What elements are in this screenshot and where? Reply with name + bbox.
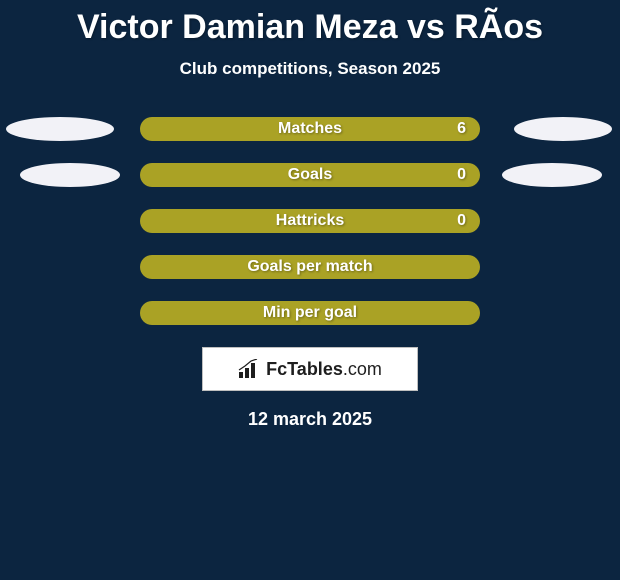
stat-value-right: 0 — [457, 166, 466, 184]
stat-bar: Matches 6 — [140, 117, 480, 141]
stat-label: Min per goal — [263, 304, 357, 322]
stat-value-right: 0 — [457, 212, 466, 230]
comparison-page: Victor Damian Meza vs RÃ­os Club competi… — [0, 0, 620, 580]
right-marker-ellipse — [514, 117, 612, 141]
page-subtitle: Club competitions, Season 2025 — [0, 59, 620, 79]
comparison-date: 12 march 2025 — [0, 409, 620, 430]
stat-row: Matches 6 — [0, 117, 620, 141]
right-marker-ellipse — [502, 163, 602, 187]
stat-row: Hattricks 0 — [0, 209, 620, 233]
left-marker-ellipse — [6, 117, 114, 141]
stat-rows: Matches 6 Goals 0 Hattricks 0 Goals per … — [0, 117, 620, 325]
stat-label: Goals — [288, 166, 332, 184]
stat-bar: Goals 0 — [140, 163, 480, 187]
stat-label: Goals per match — [247, 258, 372, 276]
logo-name: FcTables — [266, 359, 343, 379]
stat-row: Goals 0 — [0, 163, 620, 187]
stat-bar: Min per goal — [140, 301, 480, 325]
logo-suffix: .com — [343, 359, 382, 379]
left-marker-ellipse — [20, 163, 120, 187]
stat-label: Hattricks — [276, 212, 344, 230]
stat-bar: Hattricks 0 — [140, 209, 480, 233]
bar-chart-icon — [238, 359, 260, 379]
fctables-logo[interactable]: FcTables.com — [202, 347, 418, 391]
page-title: Victor Damian Meza vs RÃ­os — [0, 0, 620, 47]
stat-row: Goals per match — [0, 255, 620, 279]
logo-text: FcTables.com — [266, 359, 382, 380]
stat-value-right: 6 — [457, 120, 466, 138]
stat-bar: Goals per match — [140, 255, 480, 279]
stat-row: Min per goal — [0, 301, 620, 325]
stat-label: Matches — [278, 120, 342, 138]
